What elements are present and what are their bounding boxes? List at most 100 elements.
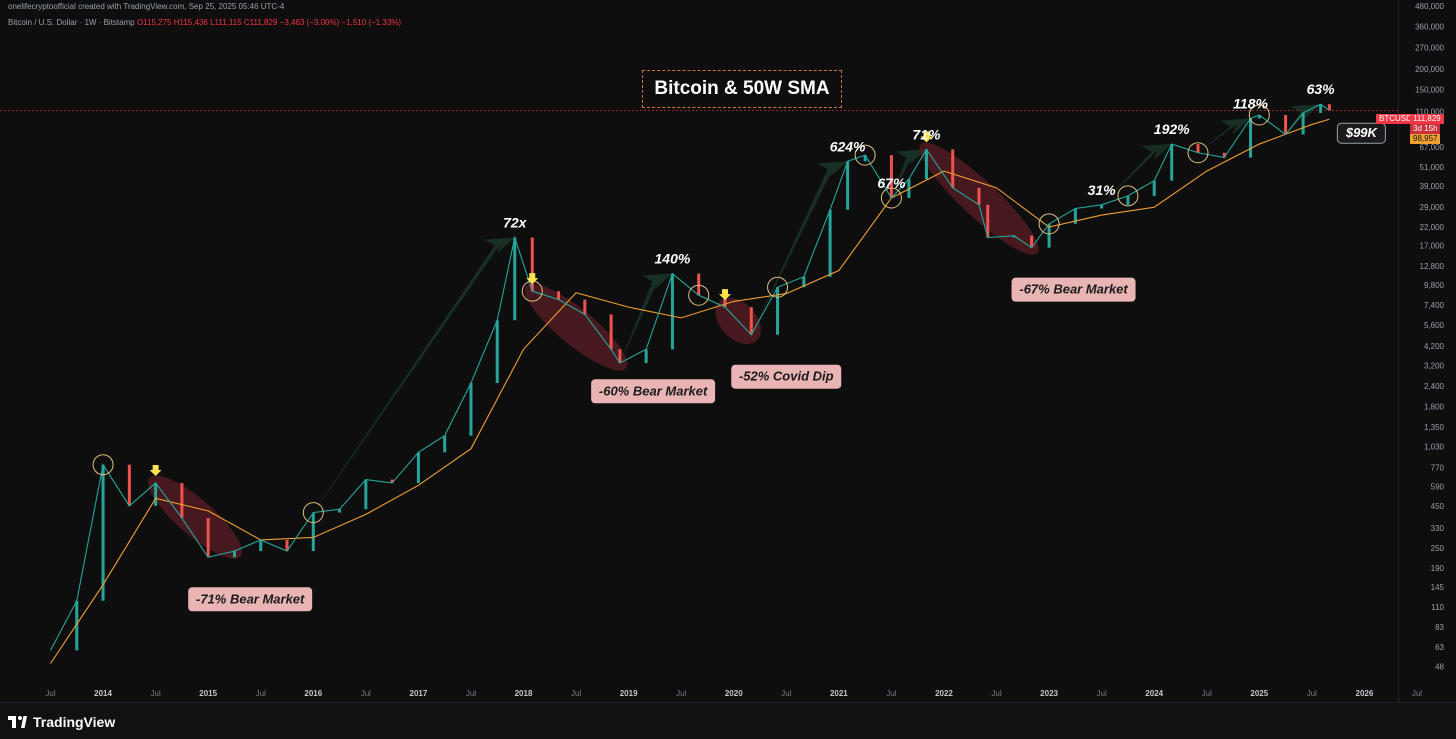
y-tick-label: 63 <box>1435 643 1444 652</box>
candle <box>206 518 210 558</box>
sma-touch-circle <box>767 276 789 298</box>
sma-touch-circles <box>92 104 1270 524</box>
credit-text: onelifecryptoofficial created with Tradi… <box>8 2 285 11</box>
x-tick-label: 2023 <box>1040 689 1058 698</box>
drawdown-label: -71% Bear Market <box>196 591 305 606</box>
x-tick-label: Jul <box>676 689 686 698</box>
bull-run-arrows <box>287 104 1321 552</box>
y-tick-label: 250 <box>1431 544 1445 553</box>
x-tick-label: Jul <box>361 689 371 698</box>
candle <box>802 276 806 288</box>
candle <box>513 237 517 321</box>
candle <box>1126 195 1130 205</box>
y-tick-label: 29,000 <box>1420 203 1445 212</box>
x-tick-label: 2018 <box>515 689 533 698</box>
candle <box>1073 208 1077 224</box>
price-tag: 111,829 <box>1410 114 1444 124</box>
drawdown-label-box <box>1011 277 1136 302</box>
high-value: H115,436 <box>173 18 208 27</box>
y-tick-label: 360,000 <box>1415 23 1444 32</box>
candle <box>180 482 184 519</box>
y-tick-label: 270,000 <box>1415 43 1444 52</box>
tradingview-icon <box>8 716 28 728</box>
gain-label: 31% <box>1088 182 1117 198</box>
candle <box>285 539 289 552</box>
y-tick-label: 67,000 <box>1420 143 1445 152</box>
x-tick-label: Jul <box>1412 689 1422 698</box>
sma-touch-circle <box>302 502 324 524</box>
price-plot[interactable]: 72x 140% 624% 67% 71% 31% 192% 118% 63% -71% Bear… <box>0 0 1456 702</box>
bull-run-arrow <box>1197 118 1251 153</box>
top-markers <box>149 131 933 476</box>
candle <box>1257 114 1261 119</box>
candle <box>311 512 315 552</box>
candle <box>495 320 499 383</box>
candles <box>75 104 1331 651</box>
candle <box>697 273 701 296</box>
candle <box>1170 144 1174 181</box>
drawdown-label-box <box>188 587 313 612</box>
candle <box>1301 112 1305 135</box>
symbol-legend: Bitcoin / U.S. Dollar · 1W · Bitstamp O1… <box>8 18 401 27</box>
change2-value: −1,510 (−1.33%) <box>341 18 402 27</box>
bear-market-ellipse <box>148 475 243 559</box>
x-tick-label: Jul <box>466 689 476 698</box>
y-tick-label: 590 <box>1431 483 1445 492</box>
y-tick-label: 5,600 <box>1424 321 1445 330</box>
x-tick-label: 2016 <box>304 689 322 698</box>
candle <box>127 464 131 506</box>
tradingview-logo[interactable]: TradingView <box>8 714 115 730</box>
candle <box>1222 152 1226 158</box>
candle <box>644 349 648 364</box>
x-tick-label: 2022 <box>935 689 953 698</box>
candle <box>338 509 342 513</box>
candle <box>232 551 236 558</box>
y-tick-label: 22,000 <box>1420 223 1445 232</box>
candle <box>609 314 613 350</box>
gain-label: 63% <box>1307 81 1336 97</box>
candle <box>469 382 473 436</box>
x-tick-label: Jul <box>1202 689 1212 698</box>
x-tick-label: Jul <box>256 689 266 698</box>
candle <box>259 539 263 552</box>
candle <box>846 161 850 210</box>
x-tick-label: 2024 <box>1145 689 1163 698</box>
candle <box>530 237 534 292</box>
candle <box>1284 114 1288 135</box>
y-tick-label: 150,000 <box>1415 85 1444 94</box>
x-tick-label: 2026 <box>1356 689 1374 698</box>
candle <box>1152 180 1156 196</box>
x-tick-label: 2020 <box>725 689 743 698</box>
y-tick-label: 51,000 <box>1420 163 1445 172</box>
sma-touch-circle <box>854 144 876 166</box>
x-tick-label: Jul <box>781 689 791 698</box>
y-tick-label: 110,000 <box>1416 108 1445 117</box>
sma-line <box>50 118 1330 664</box>
sma-touch-circle <box>688 284 710 306</box>
y-tick-label: 83 <box>1435 623 1444 632</box>
candle <box>583 299 587 315</box>
y-tick-label: 330 <box>1431 524 1445 533</box>
candle <box>723 295 727 308</box>
drawdown-label-box <box>591 379 716 404</box>
tradingview-wordmark: TradingView <box>33 714 116 730</box>
y-axis: 480,000 360,000 270,000 200,000 150,000 110,0… <box>1415 2 1444 671</box>
top-marker-icon <box>718 289 731 301</box>
candle <box>670 273 674 350</box>
open-value: O115,275 <box>136 18 172 27</box>
symbol-name: Bitcoin / U.S. Dollar · 1W · Bitstamp <box>8 18 135 27</box>
candle <box>749 307 753 335</box>
x-tick-label: Jul <box>1097 689 1107 698</box>
x-tick-label: Jul <box>45 689 55 698</box>
annotations: 72x 140% 624% 67% 71% 31% 192% 118% 63% -71% Bear… <box>188 81 1386 612</box>
candle <box>390 479 394 483</box>
candle <box>618 349 622 364</box>
y-axis-divider <box>1398 0 1399 702</box>
top-marker-icon <box>920 131 933 143</box>
y-tick-label: 145 <box>1431 583 1445 592</box>
gain-label: 67% <box>877 175 906 191</box>
close-value: C111,829 <box>243 18 278 27</box>
symbol-tag: BTCUSD <box>1376 114 1412 124</box>
drawdown-label: -60% Bear Market <box>599 383 708 398</box>
candle <box>1327 104 1331 111</box>
